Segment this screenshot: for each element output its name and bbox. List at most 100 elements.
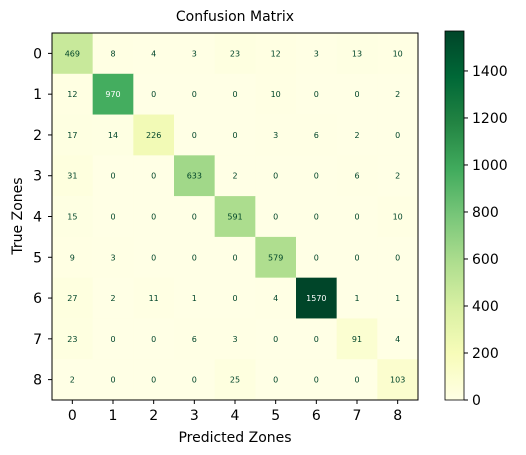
heatmap-cell [133, 114, 175, 156]
cell-value-label: 6 [192, 335, 197, 344]
heatmap-cell [214, 73, 256, 115]
cell-value-label: 2 [110, 294, 115, 303]
cell-value-label: 0 [110, 335, 115, 344]
colorbar-tick-label: 1400 [472, 64, 508, 80]
cell-value-label: 10 [393, 49, 403, 58]
x-tick-label: 3 [190, 408, 199, 424]
heatmap-cell [133, 318, 175, 360]
heatmap-cell [92, 155, 134, 197]
heatmap-cell [336, 359, 378, 401]
heatmap-cell [296, 155, 337, 197]
heatmap-cell [214, 277, 256, 319]
cell-value-label: 3 [314, 49, 319, 58]
y-tick-label: 5 [33, 250, 42, 266]
cell-value-label: 1570 [306, 294, 326, 303]
cell-value-label: 0 [151, 376, 156, 385]
heatmap-cell [296, 359, 337, 401]
cell-value-label: 4 [273, 294, 278, 303]
cell-value-label: 4 [151, 49, 156, 58]
cell-value-label: 13 [352, 49, 362, 58]
y-axis-label: True Zones [10, 177, 26, 255]
cell-value-label: 0 [192, 253, 197, 262]
heatmap-cell [255, 236, 297, 278]
cell-value-label: 0 [273, 335, 278, 344]
y-tick-label: 7 [33, 332, 42, 348]
cell-value-label: 14 [108, 131, 118, 140]
cell-value-label: 0 [354, 90, 359, 99]
cell-value-label: 6 [354, 172, 359, 181]
heatmap-cell [174, 114, 215, 156]
colorbar-tick-label: 1200 [472, 111, 508, 127]
heatmap-cell [255, 318, 297, 360]
heatmap-cell [255, 33, 297, 75]
cell-value-label: 469 [65, 49, 80, 58]
heatmap-cell [92, 73, 134, 115]
heatmap-cell [133, 359, 175, 401]
cell-value-label: 1 [192, 294, 197, 303]
heatmap-cell [92, 114, 134, 156]
heatmap-cell [336, 73, 378, 115]
colorbar-tick-label: 200 [472, 346, 499, 362]
colorbar-ticks: 0 200 400 600 800 1000 1200 1400 [464, 64, 508, 409]
heatmap-cell [133, 155, 175, 197]
cell-value-label: 1 [395, 294, 400, 303]
y-tick-label: 1 [33, 87, 42, 103]
heatmap-cell [296, 196, 337, 238]
x-tick-label: 4 [231, 408, 240, 424]
heatmap-cell [255, 114, 297, 156]
cell-value-label: 15 [67, 213, 77, 222]
cell-value-label: 0 [354, 213, 359, 222]
heatmap-cell [92, 277, 134, 319]
cell-value-label: 23 [67, 335, 77, 344]
cell-value-label: 12 [67, 90, 77, 99]
cell-value-label: 3 [232, 335, 237, 344]
cell-value-label: 0 [314, 172, 319, 181]
cell-value-label: 579 [268, 253, 283, 262]
heatmap-cell [52, 196, 93, 238]
cell-value-label: 8 [110, 49, 115, 58]
y-tick-label: 3 [33, 169, 42, 185]
heatmap-cell [296, 73, 337, 115]
cell-value-label: 633 [187, 172, 202, 181]
cell-value-label: 0 [273, 172, 278, 181]
x-tick-label: 5 [271, 408, 280, 424]
cell-value-label: 0 [110, 213, 115, 222]
heatmap-cell [377, 155, 419, 197]
colorbar-tick-label: 0 [472, 393, 481, 409]
heatmap-cell [377, 236, 419, 278]
heatmap-cell [174, 277, 215, 319]
cell-value-label: 6 [314, 131, 319, 140]
heatmap-cell [377, 277, 419, 319]
cell-value-label: 0 [192, 90, 197, 99]
colorbar-tick-label: 1000 [472, 158, 508, 174]
heatmap-cell [296, 33, 337, 75]
heatmap-cell [336, 114, 378, 156]
cell-value-label: 103 [390, 376, 405, 385]
cell-value-label: 3 [273, 131, 278, 140]
heatmap-cell [255, 73, 297, 115]
cell-value-label: 0 [232, 253, 237, 262]
cell-value-label: 23 [230, 49, 240, 58]
cell-value-label: 0 [192, 376, 197, 385]
heatmap-cell [296, 318, 337, 360]
chart-title: Confusion Matrix [176, 9, 294, 25]
cell-value-label: 3 [110, 253, 115, 262]
heatmap-cell [52, 155, 93, 197]
cell-value-label: 0 [273, 213, 278, 222]
x-tick-label: 1 [109, 408, 118, 424]
heatmap-cell [336, 155, 378, 197]
heatmap-cell [336, 196, 378, 238]
heatmap-cell [255, 277, 297, 319]
cell-value-label: 0 [395, 253, 400, 262]
cell-value-label: 17 [67, 131, 77, 140]
y-tick-label: 8 [33, 373, 42, 389]
x-tick-label: 6 [312, 408, 321, 424]
cell-value-label: 0 [151, 172, 156, 181]
heatmap-cell [52, 359, 93, 401]
heatmap-cell [174, 73, 215, 115]
cell-value-label: 0 [273, 376, 278, 385]
cell-value-label: 0 [232, 294, 237, 303]
heatmap-cell [377, 318, 419, 360]
colorbar-tick-label: 600 [472, 252, 499, 268]
